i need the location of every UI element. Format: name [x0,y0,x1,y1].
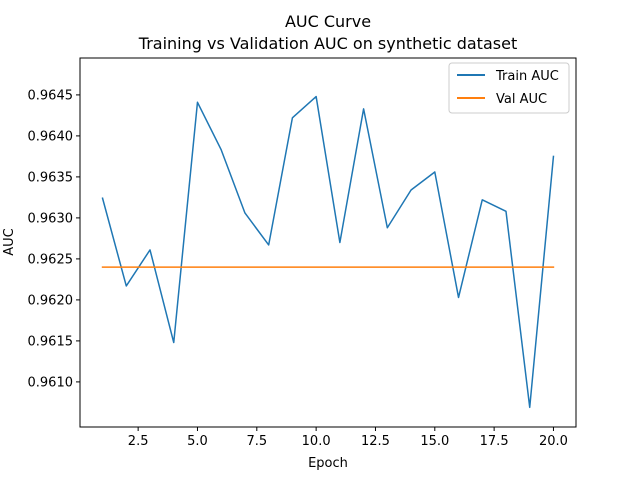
y-tick-label: 0.9610 [28,375,74,390]
y-tick-label: 0.9640 [28,129,74,144]
x-tick-label: 7.5 [246,434,267,449]
x-tick-label: 12.5 [361,434,390,449]
x-tick-label: 10.0 [302,434,331,449]
y-tick-label: 0.9625 [28,252,74,267]
y-axis-label: AUC [2,228,17,256]
axis-ticks: 2.5 5.0 7.5 10.0 12.5 15.0 17.5 20.0 0.9610 0.961… [28,88,568,449]
chart-subtitle: Training vs Validation AUC on synthetic … [138,34,517,53]
y-tick-label: 0.9645 [28,88,74,103]
legend-label-val-auc: Val AUC [496,92,547,107]
y-tick-label: 0.9615 [28,334,74,349]
y-tick-label: 0.9620 [28,293,74,308]
plot-frame [79,57,577,428]
x-tick-label: 5.0 [187,434,208,449]
legend-label-train-auc: Train AUC [495,69,559,84]
y-tick-label: 0.9635 [28,170,74,185]
chart-title: AUC Curve [285,12,371,31]
x-axis-label: Epoch [308,456,348,471]
series-line-train-auc [101,95,555,409]
x-tick-label: 15.0 [420,434,449,449]
plot-area [101,95,555,409]
y-tick-label: 0.9630 [28,211,74,226]
legend: Train AUC Val AUC [448,62,570,114]
x-tick-label: 17.5 [480,434,509,449]
x-tick-label: 2.5 [128,434,149,449]
x-tick-label: 20.0 [539,434,568,449]
